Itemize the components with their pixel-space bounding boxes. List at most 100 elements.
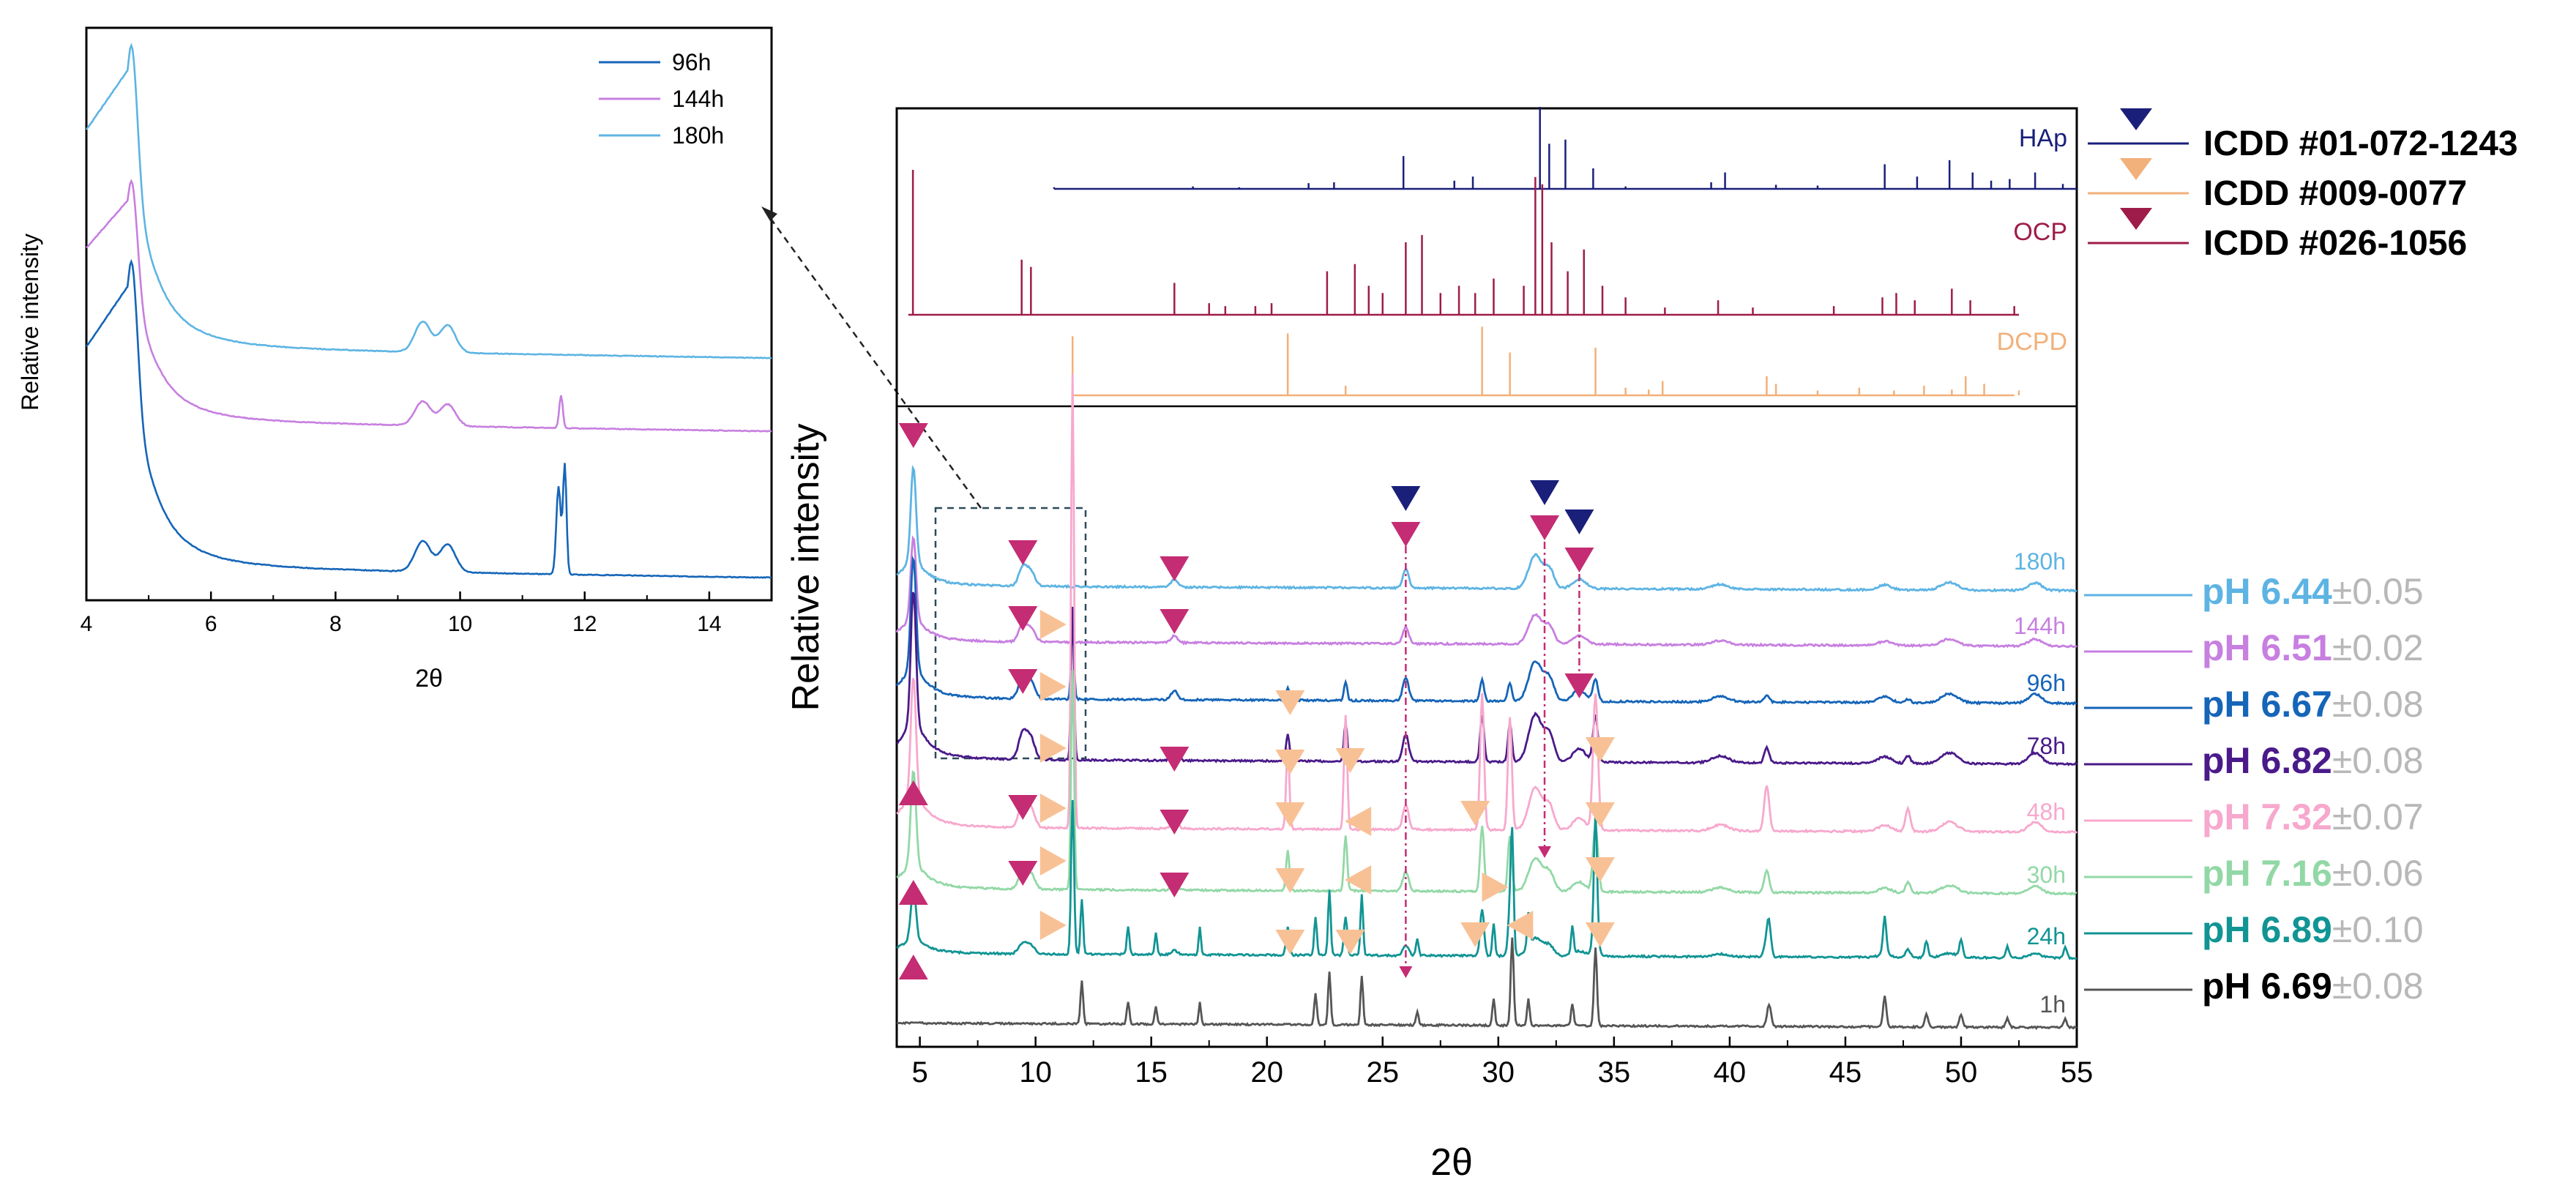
main-panel: HAp OCP DCPD 5 10 15 20 25 30 35 40 45 50 55 180h 144… bbox=[785, 107, 2518, 1184]
main-x-tick-label: 30 bbox=[1482, 1056, 1515, 1089]
inset-series-96h bbox=[85, 258, 772, 579]
ref-legend-label: ICDD #009-0077 bbox=[2203, 174, 2467, 213]
series-label-144h: 144h bbox=[2014, 613, 2066, 639]
ref-legend-label: ICDD #026-1056 bbox=[2203, 224, 2467, 263]
zoom-arrow-line bbox=[766, 213, 982, 509]
phase-markers bbox=[898, 423, 1615, 979]
phase-marker-icon bbox=[898, 880, 928, 905]
zoom-region-box bbox=[934, 507, 1087, 760]
inset-legend-label: 144h bbox=[672, 86, 724, 112]
phase-marker-icon bbox=[1008, 669, 1038, 694]
ph-labels: pH 6.44±0.05 pH 6.51±0.02 pH 6.67±0.08 pH 6… bbox=[2084, 571, 2424, 1007]
phase-marker-icon bbox=[1275, 930, 1305, 955]
phase-marker-icon bbox=[1160, 556, 1190, 581]
phase-marker-icon bbox=[1507, 911, 1534, 940]
ph-label-1h: pH 6.69±0.08 bbox=[2202, 966, 2424, 1007]
inset-series-144h bbox=[86, 179, 772, 433]
inset-x-tick-label: 4 bbox=[81, 612, 93, 636]
zoom-arrow-head-icon bbox=[761, 206, 777, 221]
legend-triangle-icon bbox=[2120, 158, 2152, 180]
phase-marker-icon bbox=[1160, 873, 1190, 897]
phase-marker-icon bbox=[1275, 868, 1305, 893]
phase-marker-icon bbox=[1039, 846, 1067, 876]
inset-y-axis-label: Relative intensity bbox=[17, 234, 43, 411]
series-label-78h: 78h bbox=[2027, 733, 2066, 759]
series-label-1h: 1h bbox=[2039, 991, 2066, 1018]
inset-x-tick-label: 12 bbox=[572, 612, 597, 636]
inset-curves bbox=[85, 42, 772, 579]
phase-marker-icon bbox=[1275, 750, 1305, 774]
guide-arrow-head-icon bbox=[1538, 846, 1552, 858]
main-series-180h bbox=[896, 464, 2077, 594]
phase-marker-icon bbox=[1008, 606, 1038, 631]
main-x-tick-label: 5 bbox=[911, 1056, 927, 1089]
ph-label-30h: pH 7.16±0.06 bbox=[2202, 853, 2424, 894]
ph-label-180h: pH 6.44±0.05 bbox=[2202, 571, 2424, 612]
phase-marker-icon bbox=[1585, 737, 1615, 762]
phase-marker-icon bbox=[1335, 748, 1365, 773]
inset-legend-label: 180h bbox=[672, 122, 724, 149]
inset-x-axis: 4 6 8 10 12 14 bbox=[81, 591, 722, 636]
series-label-180h: 180h bbox=[2014, 548, 2066, 575]
main-series-48h bbox=[896, 373, 2077, 835]
main-x-tick-label: 10 bbox=[1019, 1056, 1052, 1089]
guide-arrow-head-icon bbox=[1399, 966, 1413, 978]
legend-triangle-icon bbox=[2120, 108, 2152, 130]
phase-marker-icon bbox=[1564, 548, 1594, 572]
phase-marker-icon bbox=[1391, 486, 1421, 511]
main-x-tick-label: 20 bbox=[1250, 1056, 1283, 1089]
phase-marker-icon bbox=[1530, 515, 1560, 540]
main-x-axis-label: 2θ bbox=[1430, 1141, 1473, 1184]
reference-legend: ICDD #01-072-1243 ICDD #009-0077 ICDD #026… bbox=[2088, 108, 2518, 263]
ref-label-HAp: HAp bbox=[2019, 124, 2067, 152]
inset-legend-label: 96h bbox=[672, 49, 711, 75]
main-x-tick-label: 55 bbox=[2061, 1056, 2094, 1089]
series-label-48h: 48h bbox=[2027, 799, 2066, 825]
inset-x-tick-label: 14 bbox=[697, 612, 721, 636]
ph-label-96h: pH 6.67±0.08 bbox=[2202, 684, 2424, 725]
ref-legend-label: ICDD #01-072-1243 bbox=[2203, 124, 2518, 163]
inset-x-axis-label: 2θ bbox=[415, 665, 443, 693]
phase-marker-icon bbox=[1585, 857, 1615, 882]
main-x-tick-label: 50 bbox=[1945, 1056, 1978, 1089]
ph-label-78h: pH 6.82±0.08 bbox=[2202, 740, 2424, 781]
ref-label-DCPD: DCPD bbox=[1997, 328, 2067, 356]
phase-marker-icon bbox=[1530, 480, 1560, 505]
phase-marker-icon bbox=[1160, 747, 1190, 772]
series-label-30h: 30h bbox=[2027, 862, 2066, 888]
main-series-78h bbox=[896, 591, 2077, 766]
inset-panel: 4 6 8 10 12 14 2θ Relative intensity 96h 144h 1… bbox=[17, 26, 773, 693]
phase-marker-icon bbox=[1039, 733, 1067, 763]
phase-marker-icon bbox=[1345, 865, 1372, 895]
phase-marker-icon bbox=[1039, 672, 1067, 701]
reference-patterns: HAp OCP DCPD bbox=[908, 107, 2077, 397]
guide-arrow-head-icon bbox=[1572, 682, 1586, 694]
phase-marker-icon bbox=[1460, 801, 1490, 826]
phase-marker-icon bbox=[1391, 522, 1421, 547]
inset-frame bbox=[85, 26, 773, 602]
phase-marker-icon bbox=[1039, 610, 1067, 639]
main-y-axis-label: Relative intensity bbox=[785, 423, 827, 711]
phase-marker-icon bbox=[1039, 911, 1067, 940]
phase-marker-icon bbox=[1335, 930, 1365, 955]
main-x-axis: 5 10 15 20 25 30 35 40 45 50 55 bbox=[911, 1037, 2093, 1089]
inset-legend: 96h 144h 180h bbox=[599, 49, 724, 149]
main-x-tick-label: 40 bbox=[1714, 1056, 1747, 1089]
phase-marker-icon bbox=[1039, 794, 1067, 823]
phase-marker-icon bbox=[1564, 509, 1594, 534]
main-series-1h bbox=[896, 937, 2077, 1031]
ref-label-OCP: OCP bbox=[2013, 218, 2067, 246]
phase-marker-icon bbox=[1275, 690, 1305, 715]
ph-label-48h: pH 7.32±0.07 bbox=[2202, 796, 2424, 837]
inset-x-tick-label: 10 bbox=[448, 612, 472, 636]
phase-marker-icon bbox=[1275, 802, 1305, 827]
phase-marker-icon bbox=[1008, 861, 1038, 886]
phase-marker-icon bbox=[1585, 802, 1615, 827]
series-label-24h: 24h bbox=[2027, 923, 2066, 949]
inset-x-tick-label: 8 bbox=[329, 612, 342, 636]
main-frame bbox=[895, 107, 2078, 1048]
phase-marker-icon bbox=[1160, 810, 1190, 835]
phase-marker-icon bbox=[1460, 922, 1490, 947]
phase-marker-icon bbox=[1482, 873, 1509, 902]
